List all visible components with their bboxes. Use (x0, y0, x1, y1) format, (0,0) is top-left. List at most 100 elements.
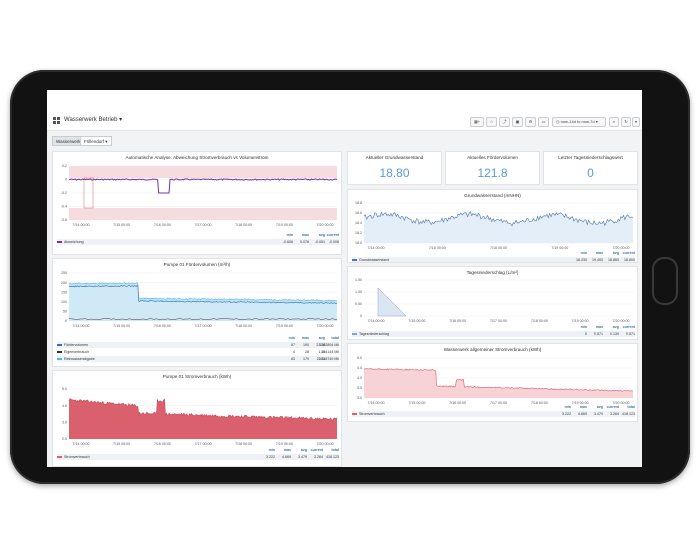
rain-panel[interactable]: Tagesniederschlag (L/m²) 1.50 1.00 0.50 0 7/… (347, 266, 638, 340)
share-button[interactable]: ⤴ (499, 117, 510, 127)
x-tick-label: 7/17 00:00 (195, 442, 212, 446)
legend-column-header[interactable]: avg (300, 448, 307, 452)
plant-power-panel[interactable]: Wasserwerk allgemeiner Stromverbrauch (k… (347, 343, 638, 422)
x-tick-label: 7/18 00:00 (235, 223, 252, 227)
legend-column-header[interactable]: max (595, 251, 603, 255)
legend-swatch (352, 333, 357, 336)
y-tick-label: 0 (65, 319, 67, 323)
legend-column-header[interactable]: avg (612, 251, 619, 255)
legend-column-header[interactable]: min (564, 405, 571, 409)
legend-row[interactable]: Eigenverbrauch 4 28 10 1.154144 Mil (57, 349, 339, 355)
legend-column-header[interactable]: max (595, 325, 603, 329)
groundwater-chart: 18.8 18.6 18.4 18.2 18.0 7/14 00:00 7/16 00:00… (355, 201, 634, 250)
legend-column-header[interactable]: max (283, 448, 291, 452)
plant-power-area (364, 368, 633, 398)
rain-area (377, 287, 407, 317)
legend-value: -0.606 (282, 240, 293, 244)
legend-column-header[interactable]: max (301, 233, 309, 237)
panel-title: Pumpe 01 Stromverbrauch (kWh) (162, 374, 232, 379)
settings-button[interactable]: ⚙ (525, 117, 536, 127)
legend-row[interactable]: Reinwasserabgabe 83 179 100 22.118749 Mil (57, 356, 339, 362)
y-tick-label: 2.0 (62, 437, 67, 441)
legend-value: 18.865 (608, 258, 619, 262)
rain-legend: min max avg current Tagesniederschlag 0 0.571 0… (352, 324, 635, 339)
y-tick-label: 0.2 (62, 164, 67, 168)
legend-value: 3.222 (266, 455, 275, 459)
groundwater-stat-panel[interactable]: Aktueller Grundwasserstand 18.80 (347, 151, 442, 185)
flow-stat-panel[interactable]: Aktuelles Fördervolumen 121.8 (445, 151, 540, 185)
legend-value: 10 (321, 350, 325, 354)
pump-power-panel[interactable]: Pumpe 01 Stromverbrauch (kWh) 5.0 4.0 3.0 2… (52, 370, 342, 467)
variable-select[interactable]: Frillendorf ▾ (80, 136, 112, 146)
legend-column-header[interactable]: avg (596, 405, 603, 409)
legend-column-header[interactable]: total (331, 336, 339, 340)
legend-column-header[interactable]: avg (318, 336, 325, 340)
tv-mode-button[interactable]: ▭ (538, 117, 549, 127)
panel-title: Tagesniederschlag (L/m²) (466, 270, 519, 275)
x-tick-label: 7/17 00:00 (195, 324, 212, 328)
legend-value: 3.479 (298, 455, 307, 459)
dashboard-title[interactable]: Wasserwerk Betrieb ▾ (64, 117, 123, 123)
x-tick-label: 7/19 00:00 (276, 223, 293, 227)
x-tick-label: 7/15 00:00 (408, 319, 425, 323)
x-tick-label: 7/20 00:00 (317, 324, 334, 328)
legend-column-header[interactable]: current (310, 448, 323, 452)
zoom-out-button[interactable]: ⌕ (609, 117, 619, 127)
x-tick-label: 7/16 00:00 (449, 319, 466, 323)
legend-series-name: Abweichung (64, 240, 84, 244)
legend-column-header[interactable]: current (622, 325, 635, 329)
y-tick-label: 1.50 (355, 278, 362, 282)
groundwater-line (363, 211, 634, 227)
x-tick-label: 7/17 00:00 (490, 319, 507, 323)
legend-column-header[interactable]: current (606, 405, 619, 409)
rain-stat-panel[interactable]: Letzter Tagesniederschlagswert 0 (543, 151, 638, 185)
x-tick-label: 7/15 00:00 (113, 223, 130, 227)
legend-value: 179 (303, 357, 309, 361)
legend-header: min max avg current (57, 232, 339, 238)
legend-column-header[interactable]: min (580, 251, 587, 255)
legend-header: min max avg current (352, 250, 635, 256)
legend-column-header[interactable]: current (326, 233, 339, 237)
legend-row[interactable]: Stromverbrauch 3.222 4.669 3.479 3.264 418.12… (57, 454, 339, 460)
zoom-icon: ⌕ (612, 119, 616, 124)
legend-value: -0.006 (328, 240, 339, 244)
pump-flow-panel[interactable]: Pumpe 01 Fördervolumen (m³/h) 250 200 150 1… (52, 258, 342, 367)
legend-value: 100 (319, 357, 325, 361)
x-tick-label: 7/14 00:00 (73, 324, 90, 328)
legend-column-header[interactable]: min (580, 325, 587, 329)
legend-column-header[interactable]: avg (318, 233, 325, 237)
add-panel-button[interactable]: ▦+ (470, 117, 484, 127)
legend-row[interactable]: Stromverbrauch 3.222 4.669 3.479 3.264 418.12… (352, 411, 635, 417)
legend-column-header[interactable]: max (579, 405, 587, 409)
refresh-interval-button[interactable]: ▾ (632, 117, 640, 127)
legend-value: 0.571 (626, 332, 635, 336)
legend-column-header[interactable]: max (301, 336, 309, 340)
y-tick-label: -0.4 (61, 205, 67, 209)
y-tick-label: 5.0 (357, 356, 362, 360)
legend-column-header[interactable]: total (627, 405, 635, 409)
legend-column-header[interactable]: current (622, 251, 635, 255)
legend-row[interactable]: Fördervolumen 87 190 110 23.282894 Mil (57, 342, 339, 348)
legend-column-header[interactable]: min (286, 233, 293, 237)
legend-column-header[interactable]: avg (612, 325, 619, 329)
groundwater-panel[interactable]: Grundwasserstand (mNHN) 18.8 18.6 18.4 18.2… (347, 189, 638, 263)
analysis-panel[interactable]: Automatische Analyse: Abweichung Stromve… (52, 151, 342, 255)
legend-column-header[interactable]: min (288, 336, 295, 340)
legend-row[interactable]: Abweichung -0.606 0.076 -0.051 -0.006 (57, 239, 339, 245)
legend-column-header[interactable]: total (331, 448, 339, 452)
legend-value: 1.154144 Mil (318, 350, 339, 354)
time-range-picker[interactable]: ◷ now-14d to now-7d ▾ (552, 117, 606, 127)
legend-row[interactable]: Tagesniederschlag 0 0.571 0.139 0.571 (352, 331, 635, 337)
analysis-chart: 0.2 0 -0.2 -0.4 -0.6 7/14 00:00 7/15 00:00 7/16… (61, 164, 338, 227)
legend-value: 0.139 (610, 332, 619, 336)
threshold-band (69, 208, 337, 220)
legend-column-header[interactable]: min (268, 448, 275, 452)
legend-value: 87 (291, 343, 295, 347)
x-tick-label: 7/18 00:00 (235, 324, 252, 328)
legend-row[interactable]: Grundwasserstand 18.330 19.400 18.865 18.800 (352, 257, 635, 262)
x-tick-label: 7/19 00:00 (572, 401, 589, 404)
refresh-button[interactable]: ↻ (621, 117, 631, 127)
save-button[interactable]: ▣ (512, 117, 523, 127)
y-tick-label: -0.6 (61, 218, 67, 222)
star-button[interactable]: ☆ (486, 117, 497, 127)
